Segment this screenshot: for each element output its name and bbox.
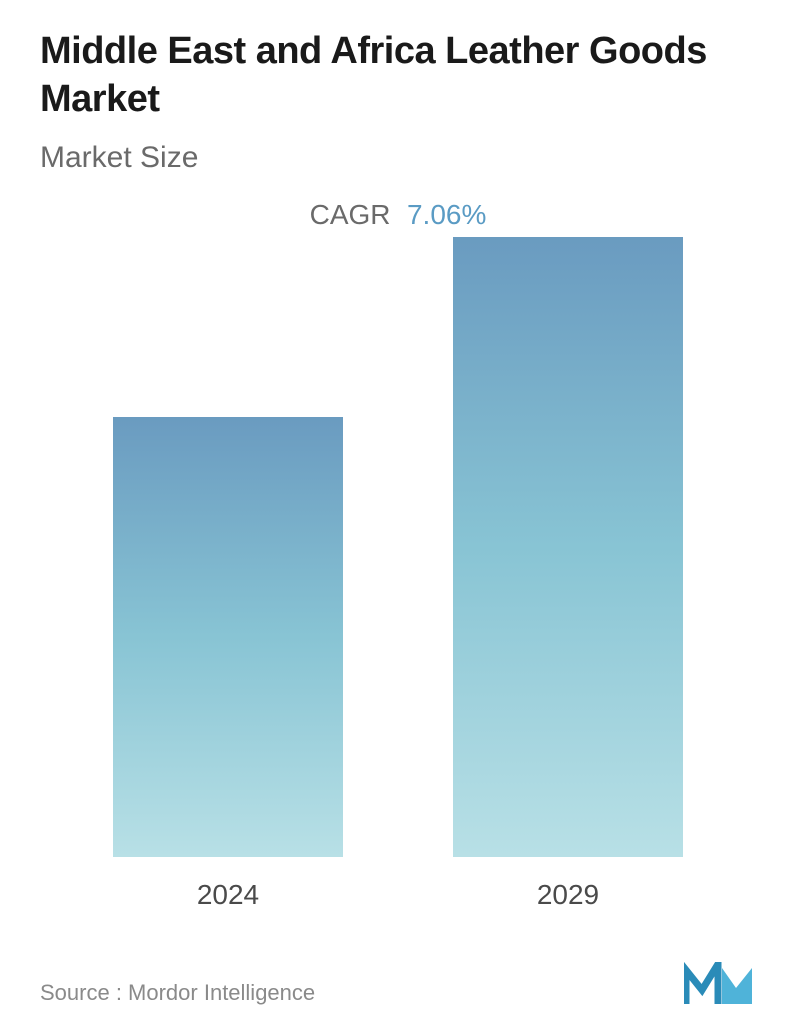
bar-group-0: 2024 [113,417,343,911]
cagr-label: CAGR [310,199,391,230]
bar-0 [113,417,343,857]
bar-group-1: 2029 [453,237,683,911]
chart-subtitle: Market Size [40,141,756,175]
mordor-logo-icon [684,962,756,1006]
bar-1 [453,237,683,857]
chart-area: 2024 2029 [40,271,756,911]
cagr-row: CAGR 7.06% [40,199,756,231]
footer: Source : Mordor Intelligence [40,962,756,1006]
bar-label-0: 2024 [197,879,259,911]
bar-label-1: 2029 [537,879,599,911]
cagr-value: 7.06% [407,199,486,230]
source-text: Source : Mordor Intelligence [40,980,315,1006]
chart-title: Middle East and Africa Leather Goods Mar… [40,28,756,123]
